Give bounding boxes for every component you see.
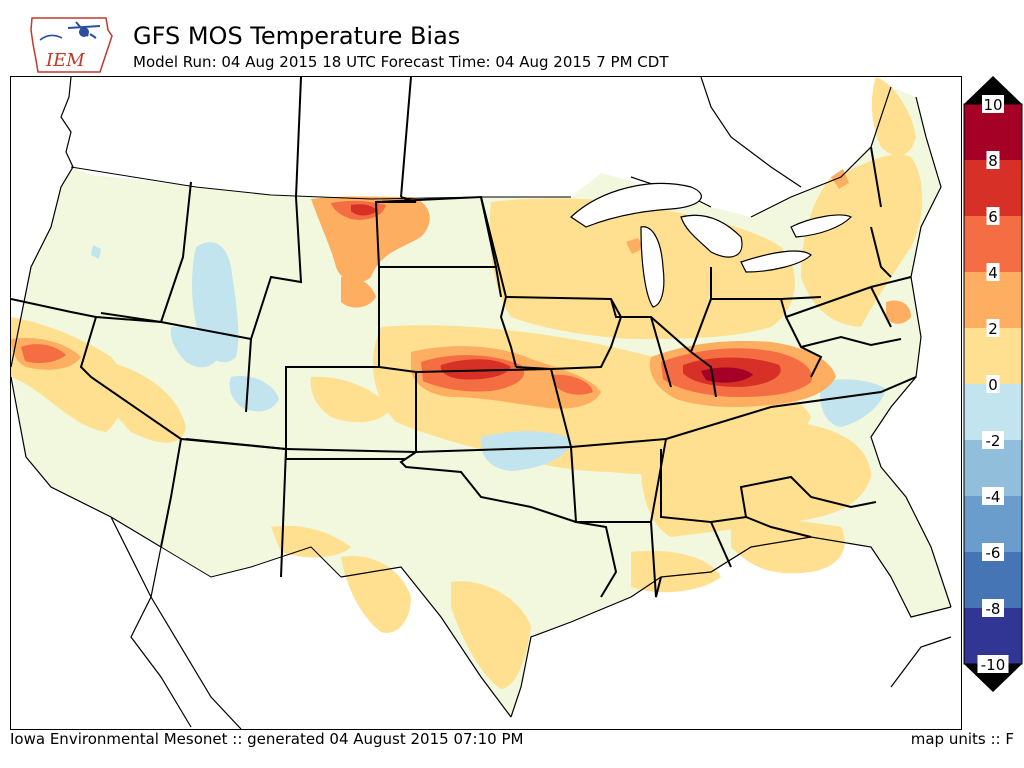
colorbar-tick-label: -2 (986, 432, 1001, 450)
colorbar-tick-label: -4 (986, 488, 1001, 506)
colorbar-label-bg (986, 375, 1000, 393)
colorbar-label-bg (982, 95, 1004, 113)
colorbar-label-bg (982, 487, 1004, 505)
footer-credit: Iowa Environmental Mesonet :: generated … (10, 730, 524, 748)
map-title: GFS MOS Temperature Bias (133, 22, 461, 50)
colorbar-tick-label: 8 (988, 152, 998, 170)
state-boundaries (11, 77, 917, 598)
map-area[interactable] (10, 76, 962, 730)
colorbar-label-bg (986, 151, 1000, 169)
colorbar-label-bg (982, 543, 1004, 561)
colorbar-label-bg (986, 263, 1000, 281)
logo-text: IEM (45, 50, 85, 71)
colorbar-extend-max (964, 76, 1022, 104)
colorbar-tick-label: -10 (981, 656, 1006, 674)
great-lakes (570, 182, 853, 308)
colorbar-label-bg (986, 207, 1000, 225)
colorbar-tick-label: 10 (983, 96, 1002, 114)
colorbar-tick-label: 6 (988, 208, 998, 226)
iem-logo: IEM (28, 14, 116, 74)
colorbar-label-bg (982, 599, 1004, 617)
colorbar-tick-label: 4 (988, 264, 998, 282)
international-borders (70, 166, 571, 578)
colorbar-label-bg (977, 655, 1009, 673)
colorbar-label-bg (986, 319, 1000, 337)
colorbar-tick-label: 0 (988, 376, 998, 394)
footer-units: map units :: F (910, 730, 1014, 748)
colorbar-label-bg (982, 431, 1004, 449)
colorbar: 10 8 6 4 2 0 -2 -4 -6 -8 -10 (962, 76, 1024, 692)
colorbar-tick-label: 2 (988, 320, 998, 338)
map-subtitle: Model Run: 04 Aug 2015 18 UTC Forecast T… (133, 53, 669, 71)
colorbar-tick-label: -8 (986, 600, 1001, 618)
colorbar-tick-label: -6 (986, 544, 1001, 562)
temperature-bias-map (11, 77, 952, 729)
cool-bias-2-areas (91, 242, 886, 471)
